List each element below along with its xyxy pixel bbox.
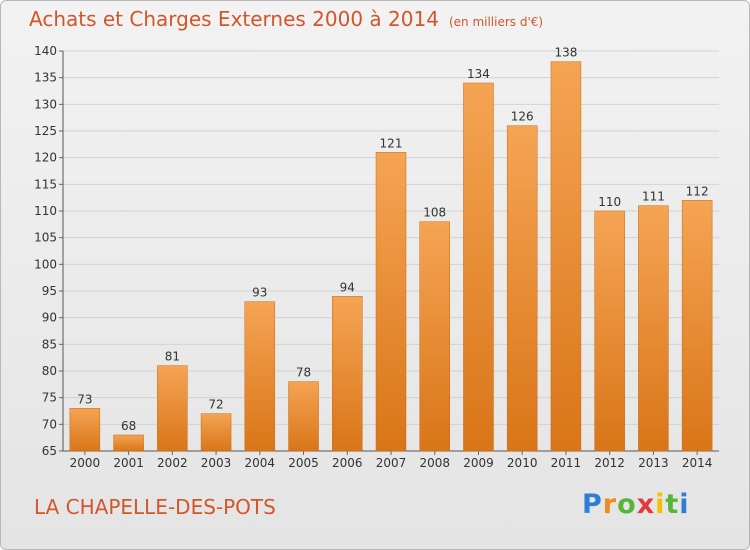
bar-2012 — [594, 210, 625, 452]
y-tick-label: 65 — [42, 444, 57, 458]
logo-letter: P — [582, 489, 603, 520]
y-tick-label: 110 — [34, 204, 57, 218]
bar-2013 — [638, 205, 669, 452]
bar-value-label: 68 — [121, 419, 136, 433]
unit-note: (en milliers d'€) — [448, 15, 544, 29]
y-tick-label: 95 — [42, 284, 57, 298]
x-tick-label: 2006 — [332, 456, 363, 470]
proxiti-logo[interactable]: Proxiti — [582, 489, 690, 520]
bar-2001 — [113, 434, 144, 452]
logo-letter: i — [679, 489, 690, 520]
bar-value-label: 108 — [423, 206, 446, 220]
y-tick-label: 70 — [42, 417, 57, 431]
bar-value-label: 110 — [598, 195, 621, 209]
y-tick-label: 75 — [42, 391, 57, 405]
y-tick-label: 120 — [34, 151, 57, 165]
labels: 65 70 75 80 85 90 95 100 105 110 115 120 125 130 135 14… — [34, 44, 712, 470]
bar-value-label: 111 — [642, 190, 665, 204]
x-tick-label: 2014 — [682, 456, 713, 470]
bar-2004 — [244, 301, 276, 452]
x-tick-label: 2009 — [463, 456, 494, 470]
bar-value-label: 138 — [554, 46, 577, 60]
bar-value-label: 73 — [77, 392, 92, 406]
bar-2010 — [506, 125, 538, 452]
bar-value-label: 78 — [296, 366, 311, 380]
bar-2002 — [157, 365, 188, 452]
bar-2008 — [419, 221, 450, 452]
y-tick-label: 90 — [42, 311, 57, 325]
y-tick-label: 105 — [34, 231, 57, 245]
bar-2014 — [681, 200, 713, 452]
x-tick-label: 2005 — [288, 456, 319, 470]
bar-2007 — [375, 152, 407, 452]
bar-value-label: 93 — [252, 286, 267, 300]
logo-letter: o — [617, 489, 637, 520]
x-tick-label: 2012 — [594, 456, 625, 470]
bar-2005 — [288, 381, 319, 452]
chart-title-text: Achats et Charges Externes 2000 à 2014 — [29, 7, 439, 31]
x-tick-label: 2002 — [157, 456, 188, 470]
bar-value-label: 81 — [165, 350, 180, 364]
x-tick-label: 2003 — [201, 456, 232, 470]
x-tick-label: 2008 — [419, 456, 450, 470]
bar-value-label: 72 — [208, 398, 223, 412]
chart-title: Achats et Charges Externes 2000 à 2014 (e… — [29, 7, 543, 31]
bar-2009 — [463, 82, 494, 452]
y-tick-label: 140 — [34, 44, 57, 58]
x-tick-label: 2001 — [113, 456, 144, 470]
bar-value-label: 121 — [380, 136, 403, 150]
bar-2000 — [69, 408, 101, 452]
logo-letter: x — [636, 489, 656, 520]
x-tick-label: 2011 — [551, 456, 582, 470]
y-tick-label: 130 — [34, 97, 57, 111]
bar-value-label: 134 — [467, 67, 490, 81]
logo-letter: i — [655, 489, 666, 520]
y-tick-label: 80 — [42, 364, 57, 378]
bar-value-label: 126 — [511, 110, 534, 124]
x-tick-label: 2004 — [245, 456, 276, 470]
commune-name: LA CHAPELLE-DES-POTS — [34, 495, 276, 519]
bar-value-label: 112 — [686, 184, 709, 198]
y-tick-label: 135 — [34, 71, 57, 85]
bars — [69, 61, 713, 452]
bar-2011 — [550, 61, 582, 452]
x-tick-label: 2007 — [376, 456, 407, 470]
y-tick-label: 85 — [42, 337, 57, 351]
bar-value-label: 94 — [340, 280, 355, 294]
logo-letter: t — [665, 489, 680, 520]
x-tick-label: 2010 — [507, 456, 538, 470]
x-tick-label: 2013 — [638, 456, 669, 470]
logo-letter: r — [602, 489, 618, 520]
y-tick-label: 100 — [34, 257, 57, 271]
y-tick-label: 125 — [34, 124, 57, 138]
y-tick-label: 115 — [34, 177, 57, 191]
bar-2003 — [200, 413, 232, 452]
x-tick-label: 2000 — [70, 456, 101, 470]
bar-2006 — [332, 296, 363, 452]
